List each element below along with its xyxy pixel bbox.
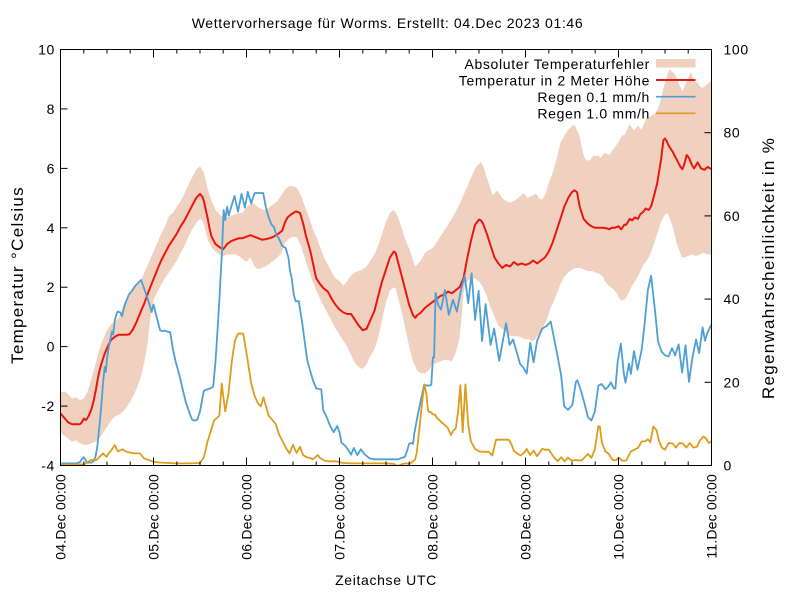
svg-text:06.Dec 00:00: 06.Dec 00:00	[239, 474, 255, 560]
svg-text:11.Dec 00:00: 11.Dec 00:00	[704, 474, 720, 559]
svg-text:05.Dec 00:00: 05.Dec 00:00	[146, 474, 162, 560]
svg-text:Temperatur in 2 Meter Höhe: Temperatur in 2 Meter Höhe	[459, 73, 650, 89]
svg-text:Wettervorhersage für Worms. Er: Wettervorhersage für Worms. Erstellt: 04…	[192, 15, 584, 31]
svg-text:Regen 0.1 mm/h: Regen 0.1 mm/h	[537, 89, 650, 105]
svg-text:10.Dec 00:00: 10.Dec 00:00	[611, 474, 627, 560]
svg-text:20: 20	[724, 374, 741, 390]
svg-text:-4: -4	[41, 458, 55, 474]
svg-text:09.Dec 00:00: 09.Dec 00:00	[518, 474, 534, 560]
svg-text:8: 8	[47, 101, 55, 117]
svg-text:4: 4	[47, 220, 55, 236]
svg-text:40: 40	[724, 291, 741, 307]
svg-text:6: 6	[47, 160, 55, 176]
svg-text:Temperatur °Celsius: Temperatur °Celsius	[8, 186, 27, 364]
svg-text:07.Dec 00:00: 07.Dec 00:00	[332, 474, 348, 560]
svg-text:-2: -2	[41, 398, 55, 414]
svg-text:0: 0	[724, 458, 732, 474]
svg-text:Regenwahrscheinlichkeit in %: Regenwahrscheinlichkeit in %	[759, 137, 778, 399]
svg-text:Regen 1.0 mm/h: Regen 1.0 mm/h	[537, 106, 650, 122]
svg-text:100: 100	[724, 42, 749, 58]
svg-text:60: 60	[724, 208, 741, 224]
svg-text:0: 0	[47, 339, 55, 355]
svg-text:Absoluter Temperaturfehler: Absoluter Temperaturfehler	[464, 56, 650, 72]
svg-text:08.Dec 00:00: 08.Dec 00:00	[425, 474, 441, 560]
svg-text:10: 10	[38, 42, 55, 58]
svg-text:Zeitachse UTC: Zeitachse UTC	[335, 572, 437, 588]
svg-text:80: 80	[724, 125, 741, 141]
svg-text:04.Dec 00:00: 04.Dec 00:00	[53, 474, 69, 560]
svg-text:2: 2	[47, 279, 55, 295]
